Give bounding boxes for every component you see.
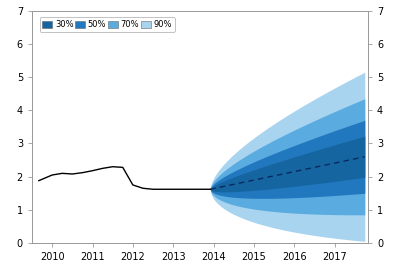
Legend: 30%, 50%, 70%, 90%: 30%, 50%, 70%, 90% — [40, 17, 175, 32]
